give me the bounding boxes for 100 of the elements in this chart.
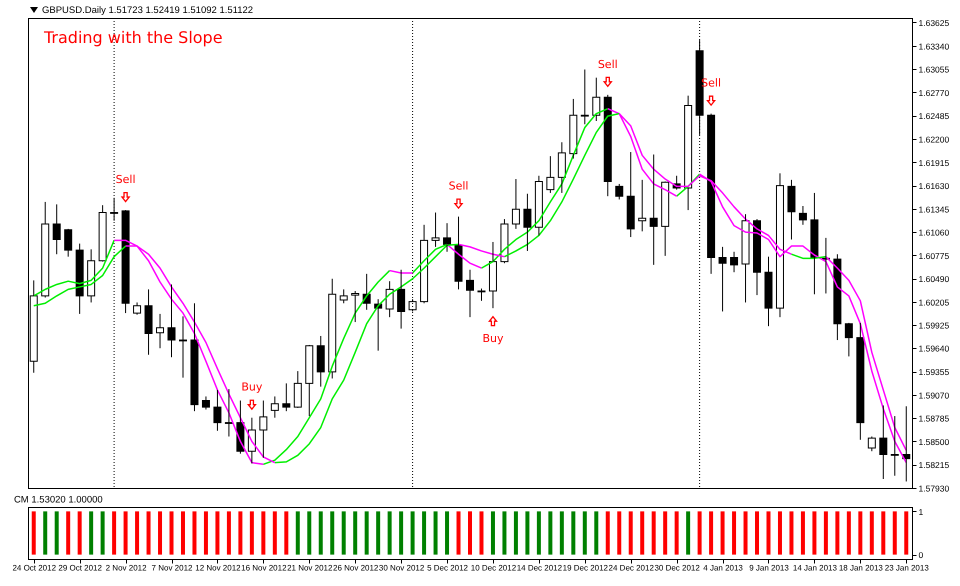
x-tick-label: 21 Nov 2012: [287, 564, 334, 572]
x-tick-label: 19 Dec 2012: [562, 564, 609, 572]
candlestick: [534, 175, 543, 236]
y-tick-label: 1.62770: [918, 88, 950, 98]
y-tick-label: 1.60775: [918, 250, 950, 261]
x-tick-label: 14 Dec 2012: [516, 564, 563, 572]
candlestick: [178, 316, 187, 378]
candlestick: [397, 269, 406, 330]
x-tick-label: 12 Nov 2012: [195, 564, 242, 572]
candlestick: [890, 416, 899, 476]
candlestick: [87, 248, 96, 303]
candlestick: [684, 95, 692, 211]
candlestick: [661, 180, 670, 256]
candlestick: [466, 269, 474, 318]
candlestick: [328, 278, 336, 379]
candlestick: [76, 243, 84, 314]
y-tick-label: 1.61060: [918, 228, 950, 238]
candlestick: [224, 388, 233, 438]
candlestick: [52, 204, 61, 255]
candlestick: [282, 382, 290, 412]
candlestick: [443, 222, 452, 252]
y-tick-label: 1.61915: [918, 158, 950, 168]
x-tick-label: 10 Dec 2012: [470, 564, 517, 572]
candlestick: [764, 256, 772, 327]
y-tick-label: 1.61630: [918, 181, 950, 192]
x-tick-label: 4 Jan 2013: [703, 564, 744, 572]
candlestick: [477, 288, 486, 302]
candlestick: [420, 224, 428, 304]
y-tick-label: 1.63340: [918, 41, 950, 52]
candlestick: [592, 77, 600, 122]
y-tick-label: 1.60205: [918, 298, 950, 308]
y-tick-label: 1.58215: [918, 460, 950, 470]
x-tick-label: 26 Nov 2012: [333, 564, 379, 572]
x-tick-label: 5 Dec 2012: [427, 564, 469, 572]
x-tick-label: 23 Jan 2013: [884, 564, 930, 572]
candlestick: [776, 172, 784, 318]
candlestick: [856, 322, 864, 440]
x-tick-label: 24 Dec 2012: [608, 564, 654, 572]
y-tick-label: 1.58785: [918, 414, 950, 424]
y-tick-label: 1.63055: [918, 64, 950, 75]
candlestick: [432, 212, 440, 248]
x-tick-label: 30 Nov 2012: [378, 564, 425, 572]
candlestick: [454, 216, 463, 290]
y-tick-label: 1.59925: [918, 320, 950, 330]
candlestick: [523, 193, 532, 252]
candlestick: [615, 183, 624, 200]
annotation: Sell: [598, 58, 618, 71]
y-tick-label: 1.59355: [918, 367, 950, 378]
candlestick: [558, 142, 566, 194]
candlestick: [787, 179, 796, 240]
candlestick: [546, 156, 554, 194]
x-tick-label: 30 Dec 2012: [654, 564, 700, 572]
candlestick: [213, 389, 222, 432]
y-tick-label: 0: [918, 550, 924, 560]
y-tick-label: 1.59070: [918, 390, 950, 400]
candlestick: [190, 302, 198, 412]
candlestick: [202, 396, 210, 410]
candlestick: [798, 206, 807, 226]
x-tick-label: 14 Jan 2013: [792, 564, 838, 572]
candlestick: [742, 214, 750, 303]
candlestick: [122, 210, 130, 314]
y-tick-label: 1.62200: [918, 134, 950, 144]
candlestick: [168, 284, 176, 358]
candlestick: [351, 290, 360, 323]
candlestick: [650, 154, 658, 266]
chart-title: GBPUSD.Daily 1.51723 1.52419 1.51092 1.51122: [42, 5, 254, 16]
candlestick: [879, 404, 888, 480]
y-tick-label: 1.63625: [918, 18, 950, 28]
candlestick: [512, 178, 520, 230]
x-tick-label: 2 Nov 2012: [106, 564, 148, 572]
y-tick-label: 1.60490: [918, 274, 950, 284]
candlestick: [259, 400, 268, 458]
x-tick-label: 9 Jan 2013: [749, 564, 790, 572]
candlestick: [340, 288, 348, 304]
candlestick: [316, 335, 325, 388]
candlestick: [569, 98, 578, 160]
candlestick: [488, 241, 497, 309]
y-tick-label: 1.61345: [918, 204, 950, 214]
candlestick: [156, 313, 164, 349]
candlestick: [144, 288, 153, 356]
annotation: Buy: [241, 380, 263, 394]
candlestick: [730, 251, 738, 273]
candlestick: [626, 152, 635, 238]
x-tick-label: 29 Oct 2012: [58, 564, 102, 572]
candlestick: [707, 113, 716, 274]
x-tick-label: 16 Nov 2012: [241, 564, 288, 572]
candlestick: [718, 246, 727, 312]
candlestick: [386, 280, 394, 318]
annotation: Sell: [116, 173, 136, 186]
y-tick-label: 1.58500: [918, 436, 950, 447]
y-tick-label: 1.57930: [918, 484, 950, 494]
y-tick-label: 1.59640: [918, 344, 950, 354]
candlestick: [305, 344, 314, 417]
annotation: Sell: [448, 180, 468, 193]
y-tick-label: 1.62485: [918, 111, 950, 122]
candlestick: [833, 254, 842, 341]
y-tick-label: 1: [918, 506, 924, 517]
candlestick: [270, 396, 279, 418]
candlestick: [294, 370, 302, 408]
candlestick: [810, 192, 818, 295]
